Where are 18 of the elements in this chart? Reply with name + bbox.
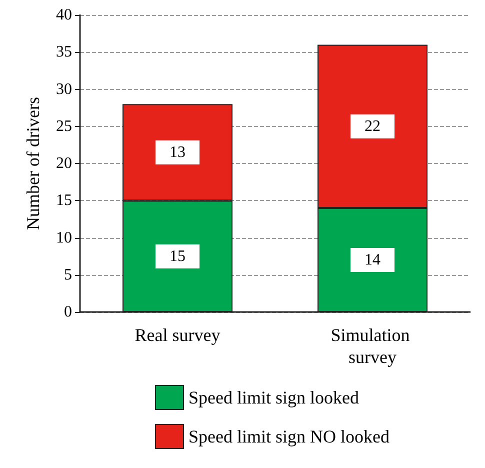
x-tick-label: Real survey [134, 325, 220, 345]
y-tick-label: 10 [56, 229, 72, 246]
y-axis-title: Number of drivers [23, 97, 43, 230]
y-tick-label: 35 [56, 44, 72, 61]
y-tick-label: 30 [56, 80, 72, 98]
y-tick-label: 25 [56, 118, 72, 135]
y-tick-label: 15 [56, 192, 72, 210]
data-label: 14 [364, 252, 380, 269]
data-label: 13 [170, 144, 186, 161]
y-tick-label: 5 [64, 266, 72, 284]
x-tick-label: Simulation survey [330, 325, 414, 367]
data-label: 15 [170, 248, 186, 265]
legend-label: Speed limit sign looked [188, 388, 359, 408]
legend-label: Speed limit sign NO looked [188, 426, 390, 446]
y-tick-label: 20 [56, 155, 72, 172]
y-tick-label: 40 [56, 6, 72, 24]
y-tick-label: 0 [64, 304, 72, 320]
data-label: 22 [364, 118, 380, 135]
